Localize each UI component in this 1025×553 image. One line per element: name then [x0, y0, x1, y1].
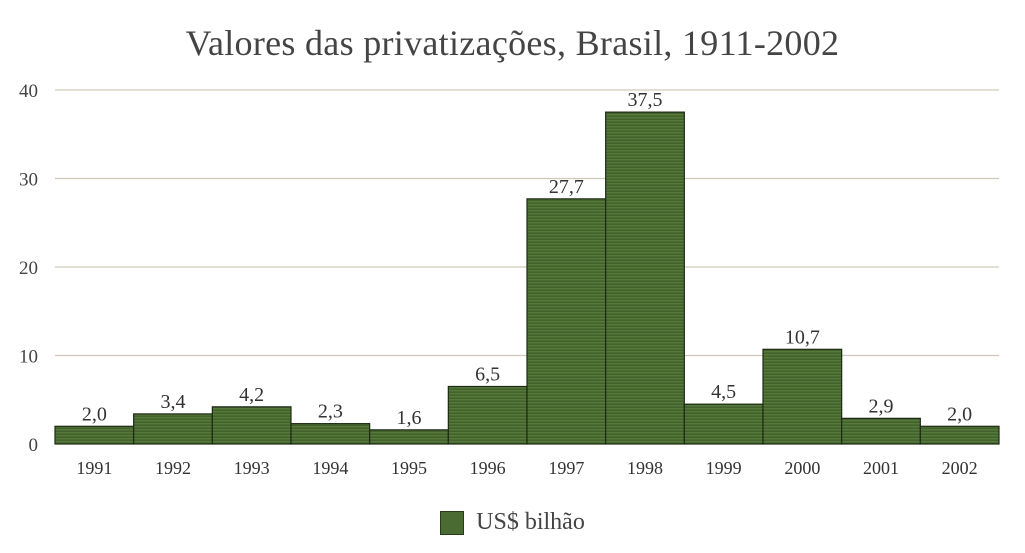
data-label-1999: 4,5: [711, 381, 736, 403]
x-tick-label-2001: 2001: [863, 458, 899, 478]
x-tick-label-1996: 1996: [470, 458, 506, 478]
legend-swatch: [440, 510, 465, 535]
bar-2002: [919, 425, 1000, 445]
bar-1996: [447, 385, 528, 445]
x-tick-label-1997: 1997: [548, 458, 584, 478]
x-tick-label-1998: 1998: [627, 458, 663, 478]
data-label-1991: 2,0: [82, 403, 107, 425]
legend-label: US$ bilhão: [476, 509, 585, 535]
data-label-1993: 4,2: [239, 384, 264, 406]
data-label-1995: 1,6: [397, 407, 422, 429]
bar-1992: [133, 413, 213, 445]
y-tick-label: 30: [19, 170, 38, 191]
x-tick-label-1992: 1992: [155, 458, 191, 478]
data-label-1994: 2,3: [318, 401, 343, 423]
bar-2000: [762, 348, 843, 445]
legend: US$ bilhão: [0, 509, 1025, 540]
data-label-2001: 2,9: [869, 395, 894, 417]
x-tick-label-2000: 2000: [784, 458, 820, 478]
chart-title: Valores das privatizações, Brasil, 1911-…: [185, 23, 840, 63]
data-label-2000: 10,7: [785, 326, 820, 348]
data-label-2002: 2,0: [947, 403, 972, 425]
x-tick-label-1991: 1991: [76, 458, 112, 478]
y-tick-label: 0: [29, 435, 39, 456]
x-axis: 1991 1992 1993 1994 1995 1996 1997 1998 1999 2000…: [76, 458, 977, 478]
bar-1998: [605, 111, 685, 445]
x-tick-label-1995: 1995: [391, 458, 427, 478]
y-tick-label: 20: [19, 258, 38, 279]
x-tick-label-2002: 2002: [942, 458, 978, 478]
data-labels: 2,0 3,4 4,2 2,3 1,6 6,5 27,7 37,5 4,5 10,7 2,9 2,0: [82, 89, 972, 429]
bar-1999: [683, 403, 764, 445]
bar-2001: [841, 417, 921, 445]
bar-1995: [369, 429, 449, 445]
data-label-1996: 6,5: [475, 363, 500, 385]
data-label-1998: 37,5: [628, 89, 663, 111]
data-label-1997: 27,7: [549, 176, 584, 198]
y-axis: 0 10 20 30 40: [19, 81, 38, 456]
x-tick-label-1999: 1999: [706, 458, 742, 478]
bars: [54, 111, 1000, 445]
y-tick-label: 40: [19, 81, 38, 102]
bar-1994: [290, 423, 371, 445]
x-tick-label-1994: 1994: [312, 458, 348, 478]
data-label-1992: 3,4: [161, 391, 186, 413]
y-tick-label: 10: [19, 347, 38, 368]
bar-1993: [211, 406, 292, 445]
bar-1991: [54, 425, 135, 445]
bar-1997: [526, 198, 607, 445]
x-tick-label-1993: 1993: [234, 458, 270, 478]
